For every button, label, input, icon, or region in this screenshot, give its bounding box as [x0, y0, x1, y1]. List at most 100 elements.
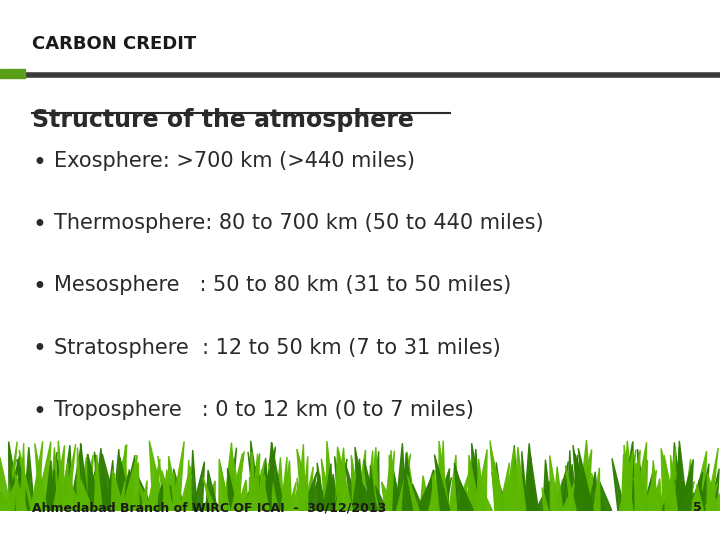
- Polygon shape: [351, 455, 361, 510]
- Polygon shape: [167, 485, 173, 510]
- Polygon shape: [651, 477, 657, 510]
- Polygon shape: [593, 468, 600, 510]
- Polygon shape: [282, 482, 290, 510]
- Polygon shape: [79, 443, 89, 510]
- Polygon shape: [577, 449, 592, 510]
- Polygon shape: [162, 470, 172, 510]
- Polygon shape: [113, 475, 125, 510]
- Polygon shape: [231, 451, 243, 510]
- Polygon shape: [88, 454, 101, 510]
- Text: •: •: [32, 275, 47, 299]
- Polygon shape: [636, 460, 647, 510]
- Polygon shape: [251, 441, 261, 510]
- Polygon shape: [429, 456, 441, 510]
- Polygon shape: [674, 457, 683, 510]
- Polygon shape: [677, 441, 688, 510]
- Polygon shape: [505, 448, 516, 510]
- Polygon shape: [703, 483, 717, 510]
- Polygon shape: [283, 461, 292, 510]
- Polygon shape: [420, 476, 430, 510]
- Polygon shape: [14, 470, 30, 510]
- Polygon shape: [567, 458, 580, 510]
- Polygon shape: [392, 484, 400, 510]
- Polygon shape: [364, 460, 377, 510]
- Polygon shape: [106, 474, 114, 510]
- Polygon shape: [264, 476, 274, 510]
- Polygon shape: [543, 460, 552, 510]
- Polygon shape: [19, 450, 33, 510]
- Polygon shape: [458, 488, 472, 510]
- Polygon shape: [297, 478, 303, 510]
- Polygon shape: [179, 466, 192, 510]
- Polygon shape: [624, 443, 633, 510]
- Polygon shape: [149, 441, 166, 510]
- Polygon shape: [302, 472, 317, 510]
- Polygon shape: [206, 470, 218, 510]
- Polygon shape: [550, 456, 559, 510]
- Polygon shape: [396, 443, 406, 510]
- Polygon shape: [499, 463, 510, 510]
- Polygon shape: [693, 484, 703, 510]
- Polygon shape: [518, 475, 523, 510]
- Polygon shape: [228, 468, 238, 510]
- Polygon shape: [298, 444, 305, 510]
- Polygon shape: [624, 441, 634, 510]
- Polygon shape: [454, 463, 469, 510]
- Polygon shape: [0, 484, 12, 510]
- Polygon shape: [684, 459, 690, 510]
- Polygon shape: [260, 458, 270, 510]
- Polygon shape: [664, 455, 675, 510]
- Polygon shape: [652, 478, 662, 510]
- Polygon shape: [319, 475, 327, 510]
- Polygon shape: [248, 451, 256, 510]
- Polygon shape: [632, 472, 644, 510]
- Polygon shape: [292, 484, 305, 510]
- Polygon shape: [370, 465, 376, 510]
- Polygon shape: [81, 480, 93, 510]
- Polygon shape: [459, 484, 471, 510]
- Polygon shape: [440, 441, 446, 510]
- Polygon shape: [228, 448, 236, 510]
- Polygon shape: [137, 475, 153, 510]
- Polygon shape: [624, 450, 636, 510]
- Text: Exosphere: >700 km (>440 miles): Exosphere: >700 km (>440 miles): [54, 151, 415, 171]
- Polygon shape: [679, 460, 693, 510]
- Polygon shape: [556, 462, 568, 510]
- Polygon shape: [471, 461, 476, 510]
- Polygon shape: [352, 458, 364, 510]
- Polygon shape: [672, 487, 677, 510]
- Polygon shape: [237, 480, 248, 510]
- Polygon shape: [693, 480, 706, 510]
- Polygon shape: [122, 445, 127, 510]
- Polygon shape: [229, 453, 243, 510]
- Polygon shape: [133, 487, 142, 510]
- Text: Structure of the atmosphere: Structure of the atmosphere: [32, 108, 414, 132]
- Polygon shape: [706, 448, 718, 510]
- Polygon shape: [522, 451, 527, 510]
- Polygon shape: [186, 460, 192, 510]
- Polygon shape: [417, 481, 430, 510]
- Polygon shape: [469, 455, 480, 510]
- Polygon shape: [626, 470, 637, 510]
- Polygon shape: [505, 483, 515, 510]
- Polygon shape: [524, 443, 536, 510]
- Polygon shape: [397, 454, 410, 510]
- Polygon shape: [326, 441, 335, 510]
- Polygon shape: [81, 454, 91, 510]
- Polygon shape: [64, 488, 74, 510]
- Polygon shape: [63, 444, 76, 510]
- Polygon shape: [528, 477, 534, 510]
- Polygon shape: [0, 457, 12, 510]
- Polygon shape: [592, 473, 604, 510]
- Polygon shape: [61, 445, 73, 510]
- Polygon shape: [366, 450, 374, 510]
- Polygon shape: [155, 467, 164, 510]
- Polygon shape: [11, 473, 17, 510]
- Polygon shape: [50, 447, 59, 510]
- Polygon shape: [256, 466, 271, 510]
- Polygon shape: [492, 472, 507, 510]
- Polygon shape: [122, 455, 137, 510]
- Polygon shape: [660, 486, 670, 510]
- Polygon shape: [166, 473, 176, 510]
- Polygon shape: [449, 455, 457, 510]
